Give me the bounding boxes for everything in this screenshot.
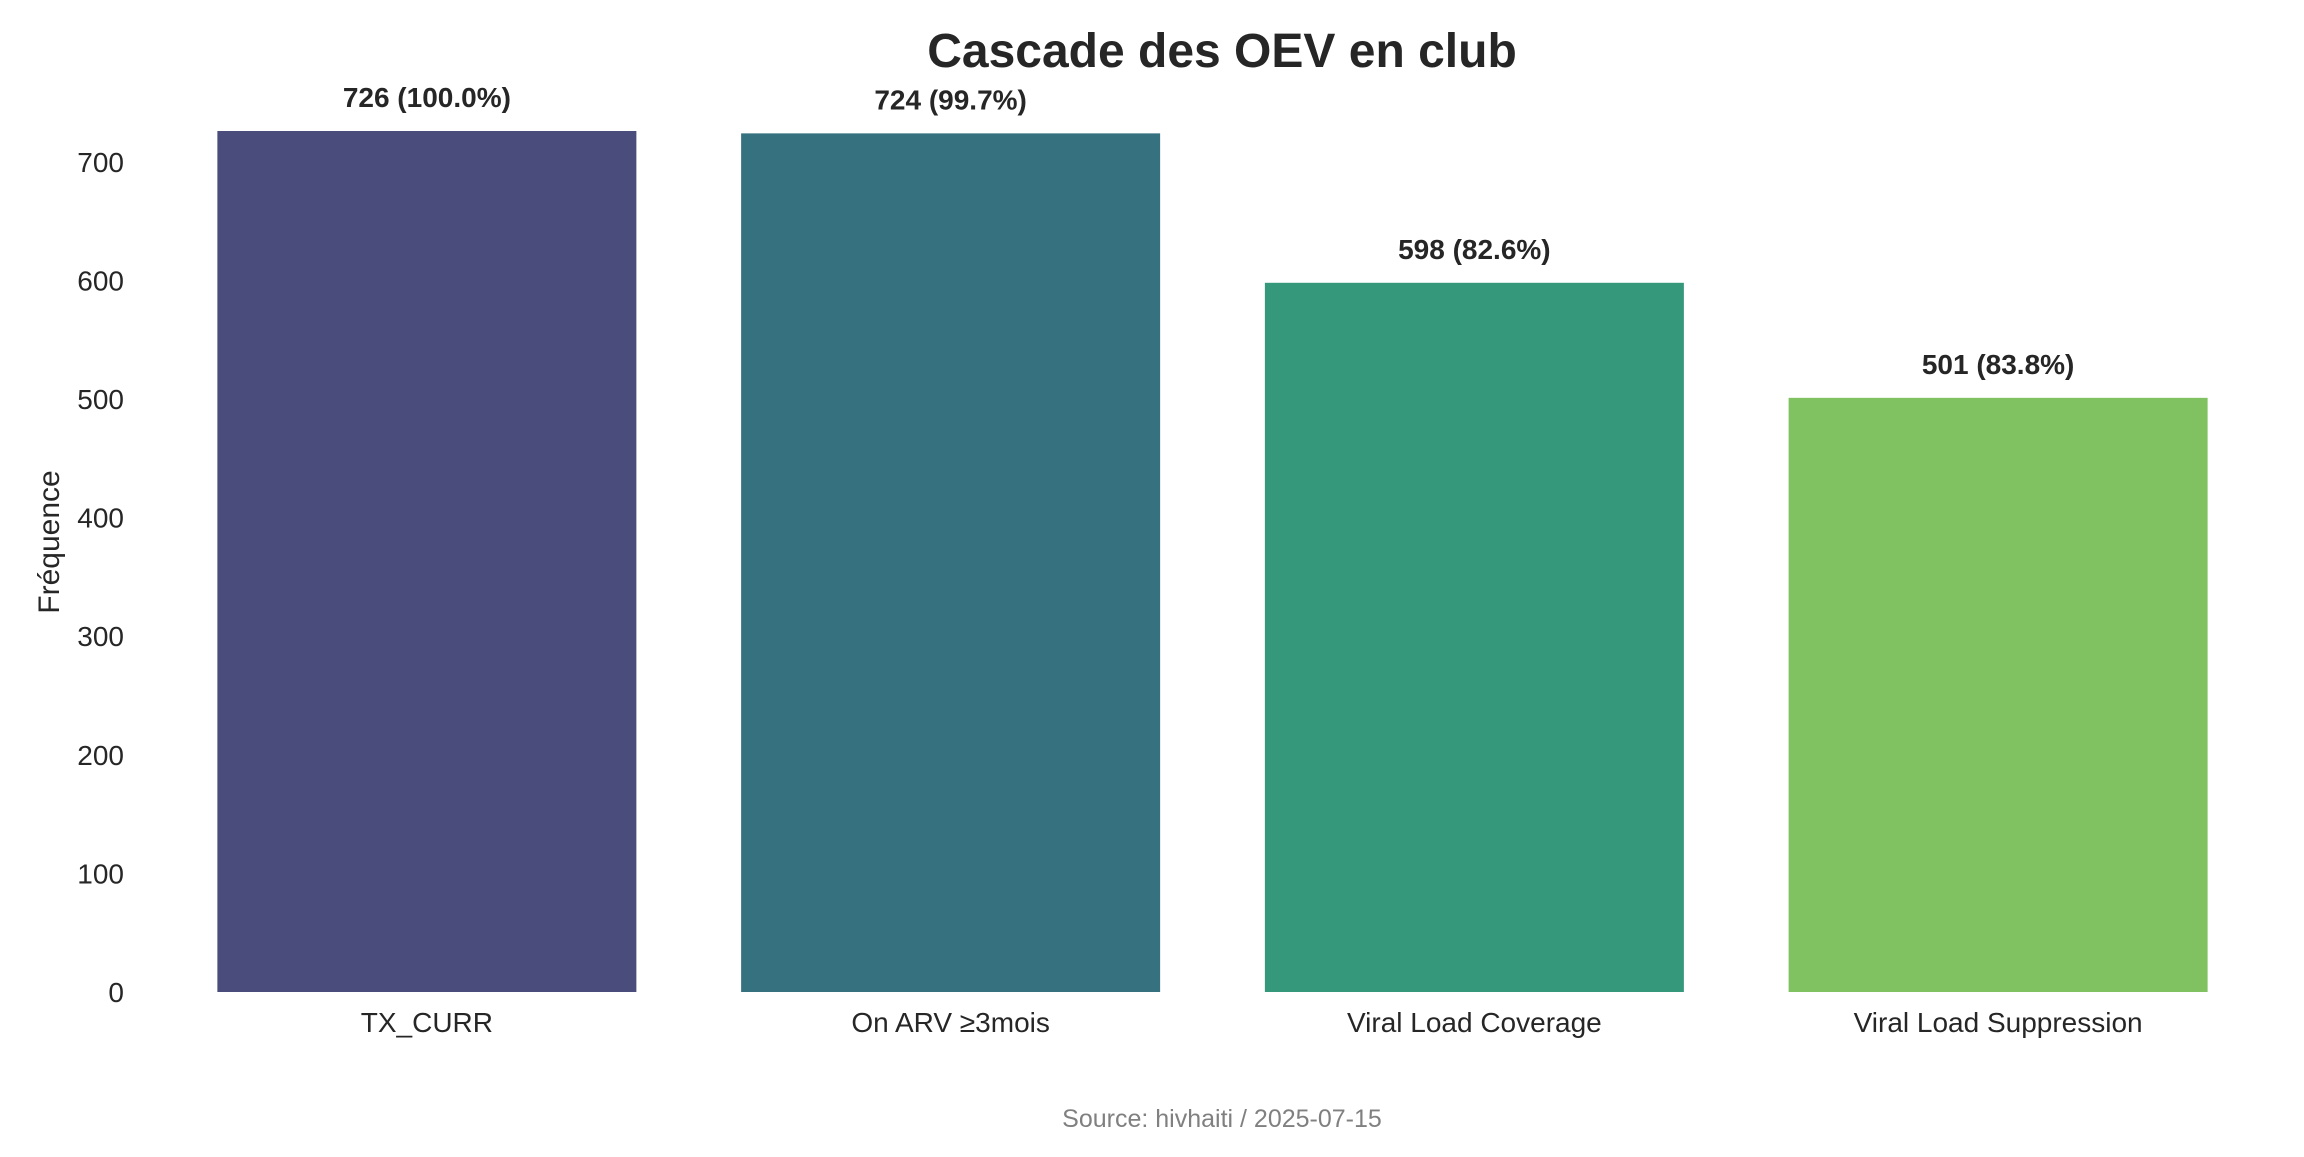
y-tick-label: 200: [77, 740, 124, 771]
x-tick-label: On ARV ≥3mois: [851, 1007, 1050, 1038]
y-tick-label: 300: [77, 621, 124, 652]
bar: [217, 131, 637, 992]
bar: [1788, 397, 2208, 992]
y-tick-label: 500: [77, 384, 124, 415]
y-tick-label: 100: [77, 858, 124, 889]
y-tick-label: 700: [77, 147, 124, 178]
data-label: 501 (83.8%): [1922, 349, 2075, 380]
data-label: 598 (82.6%): [1398, 234, 1551, 265]
y-tick-label: 600: [77, 265, 124, 296]
y-axis-label: Fréquence: [33, 470, 66, 613]
bars-group: [217, 131, 2208, 993]
data-label: 724 (99.7%): [874, 84, 1027, 115]
y-axis-ticks: 0 100 200 300 400 500 600 700: [77, 147, 124, 1008]
chart-title: Cascade des OEV en club: [927, 25, 1517, 78]
x-tick-label: Viral Load Coverage: [1347, 1007, 1602, 1038]
y-tick-label: 400: [77, 503, 124, 534]
x-tick-label: Viral Load Suppression: [1854, 1007, 2143, 1038]
bar: [1264, 282, 1684, 993]
y-tick-label: 0: [108, 977, 124, 1008]
bar: [741, 133, 1161, 993]
x-tick-label: TX_CURR: [361, 1007, 493, 1038]
source-note: Source: hivhaiti / 2025-07-15: [1062, 1105, 1382, 1133]
x-axis-ticks: TX_CURR On ARV ≥3mois Viral Load Coverage V…: [361, 1007, 2143, 1038]
data-label: 726 (100.0%): [343, 82, 511, 113]
data-labels-group: 726 (100.0%) 724 (99.7%) 598 (82.6%) 501 (8…: [343, 82, 2075, 380]
